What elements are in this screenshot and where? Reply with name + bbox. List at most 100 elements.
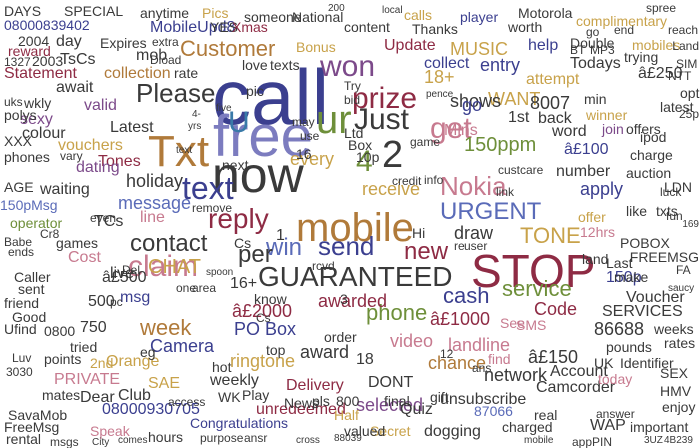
word-draw-58: draw: [454, 223, 494, 243]
word-half-106: Half: [334, 407, 359, 423]
word-3030-269: 3030: [6, 365, 33, 379]
word-caller-229: Caller: [14, 269, 51, 285]
word-get-12: get: [430, 112, 472, 145]
word-prize-10: prize: [352, 82, 418, 115]
word-250-148: â£250: [638, 65, 683, 82]
word-winner-141: winner: [586, 107, 628, 123]
word-hi-207: Hi: [412, 225, 426, 241]
word-secret-111: Secret: [370, 423, 411, 439]
word-land-241: Land: [672, 39, 699, 53]
word-fa-287: FA: [676, 263, 691, 277]
word-charged-113: charged: [502, 419, 553, 435]
word-extra-213: extra: [152, 35, 179, 49]
word-offer-126: offer: [578, 209, 606, 225]
word-weekly-96: weekly: [210, 372, 259, 389]
word-collection-69: collection: [104, 65, 171, 82]
word-contact-17: contact: [130, 230, 208, 257]
word-hot-195: hot: [212, 359, 232, 375]
word-2nd-93: 2nd: [90, 355, 114, 371]
word-po-box-40: PO Box: [234, 319, 297, 339]
word-pounds-129: pounds: [606, 339, 652, 355]
word-expires-150: Expires: [100, 35, 147, 51]
word-86688-119: 86688: [594, 319, 645, 339]
word-just-13: Just: [354, 103, 410, 136]
word-pc-281: pc: [110, 295, 123, 309]
word-gift-108: gift: [430, 389, 449, 405]
word-area-278: area: [192, 281, 217, 295]
word-make-183: make: [614, 269, 649, 285]
word-dload-214: Dload: [150, 53, 182, 67]
word-vouchers-77: vouchers: [58, 137, 123, 154]
word-wkly-234: wkly: [24, 95, 52, 111]
word-access-267: access: [168, 395, 206, 409]
word-text-291: text: [176, 145, 193, 156]
word-friend-228: friend: [4, 295, 40, 311]
word-sexy-75: sexy: [20, 111, 53, 128]
word-500-45: â£500: [102, 269, 147, 286]
word-call-0: call: [212, 53, 330, 141]
word-today-128: today: [598, 371, 633, 387]
word-one-279: one: [176, 281, 197, 295]
word-code-41: Code: [534, 299, 578, 319]
word-2000-39: â£2000: [232, 301, 293, 321]
word-saucy-286: saucy: [668, 283, 695, 294]
word-phones-231: phones: [4, 149, 50, 165]
word-anytime-159: anytime: [140, 5, 190, 21]
word-3-205: 3: [340, 291, 348, 307]
word-dating-78: dating: [76, 159, 120, 176]
word-re-208: re: [454, 239, 465, 253]
word-game-219: game: [410, 135, 441, 149]
word-cash-21: cash: [443, 283, 490, 308]
word-text-7: text: [182, 170, 234, 206]
word-rental-243: rental: [6, 431, 42, 447]
word-xxx-232: XXX: [4, 133, 33, 149]
word-08000839402-155: 08000839402: [4, 17, 90, 33]
word-hours-187: hours: [148, 429, 184, 445]
word-latest-70: Latest: [110, 119, 154, 136]
word-find-132: find: [488, 351, 511, 367]
word-points-91: points: [44, 351, 82, 367]
word-12-295: 12: [440, 347, 454, 361]
word-18-67: 18+: [424, 67, 455, 87]
word-motorola-170: Motorola: [518, 5, 573, 21]
word-order-202: order: [324, 329, 357, 345]
word-thanks-168: Thanks: [412, 21, 458, 37]
word-ipod-179: ipod: [640, 129, 667, 145]
word-go-65: go: [462, 95, 483, 115]
word-3uz-261: 3UZ: [644, 435, 663, 446]
word-pobox-123: POBOX: [620, 235, 670, 251]
word-dogging-112: dogging: [424, 423, 481, 440]
word-await-73: await: [56, 79, 94, 96]
word-someone-163: someone: [244, 9, 302, 25]
word-please-19: Please: [136, 78, 216, 108]
word-collect-136: collect: [424, 55, 470, 72]
word-reply-8: reply: [208, 203, 269, 234]
word-claim-9: claim: [128, 250, 199, 283]
word-2003-154: 2003: [32, 53, 64, 69]
word-1st-64: 1st: [508, 109, 530, 126]
word-weeks-244: weeks: [654, 321, 694, 337]
word-pence-290: pence: [426, 89, 454, 100]
word-16-192: 16+: [230, 275, 258, 292]
word-xmas-162: Xmas: [232, 19, 268, 35]
word-know-193: know: [254, 291, 287, 307]
word-freemsg-184: FREEMSG: [629, 249, 699, 265]
word-word-63: word: [552, 123, 587, 140]
word-18-203: 18: [356, 351, 374, 368]
word-wap-115: WAP: [590, 417, 626, 434]
word-urgent-14: URGENT: [440, 198, 542, 225]
word-delivery-97: Delivery: [286, 377, 344, 394]
word-waiting-79: waiting: [40, 181, 90, 198]
word-player-169: player: [460, 9, 499, 25]
word-phone-26: phone: [366, 300, 428, 325]
word-bid-221: bid: [344, 93, 361, 107]
word-100-47: â£100: [564, 141, 609, 158]
word-800-198: 800: [336, 393, 360, 409]
word-landline-43: landline: [448, 335, 511, 355]
word-club-99: Club: [118, 387, 151, 404]
word-auction-181: auction: [626, 165, 672, 181]
word-good-227: Good: [12, 309, 47, 325]
word-tscs-153: TsCs: [60, 51, 96, 68]
word-camcorder-114: Camcorder: [536, 379, 616, 396]
word-sms-130: SMS: [516, 317, 547, 333]
